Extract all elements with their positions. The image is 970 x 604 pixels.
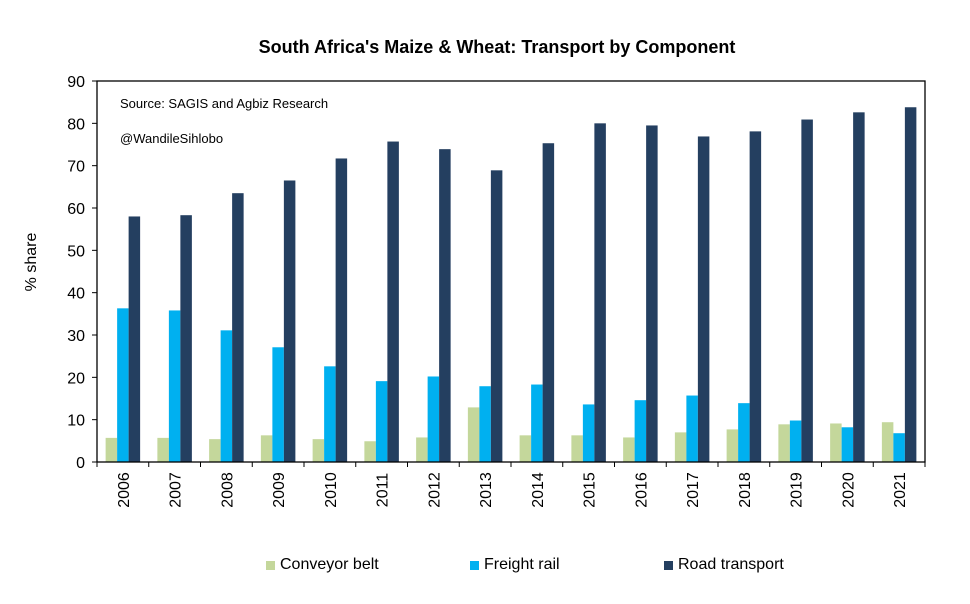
legend-label: Conveyor belt: [280, 556, 379, 573]
bar-road-transport-2013: [490, 170, 503, 462]
author-annotation: @WandileSihlobo: [120, 131, 223, 146]
bar-road-transport-2007: [180, 215, 192, 462]
bar-road-transport-2006: [128, 216, 141, 462]
bar-road-transport-2014: [542, 143, 555, 463]
y-tick-label: 70: [67, 159, 85, 176]
x-tick-label: 2014: [530, 472, 547, 508]
legend-swatch: [470, 560, 479, 570]
bar-conveyor-belt-2007: [157, 437, 169, 462]
legend-label: Freight rail: [484, 556, 560, 573]
legend-label: Road transport: [678, 556, 784, 573]
legend-item-conveyor-belt: Conveyor belt: [266, 556, 379, 574]
bar-road-transport-2021: [904, 107, 917, 462]
y-tick-label: 10: [67, 413, 85, 430]
bar-conveyor-belt-2010: [312, 439, 325, 462]
bar-freight-rail-2006: [117, 308, 129, 462]
bar-conveyor-belt-2013: [467, 407, 480, 462]
x-tick-label: 2019: [789, 472, 806, 508]
bar-road-transport-2017: [697, 136, 710, 462]
y-axis-label: % share: [23, 233, 40, 292]
bar-freight-rail-2012: [427, 376, 440, 462]
bar-road-transport-2020: [853, 112, 865, 463]
bar-conveyor-belt-2006: [105, 437, 118, 462]
bar-freight-rail-2016: [634, 400, 647, 462]
x-tick-label: 2011: [375, 473, 392, 508]
x-tick-label: 2021: [892, 472, 909, 508]
y-tick-label: 0: [76, 455, 85, 472]
bar-road-transport-2011: [387, 141, 399, 462]
bar-road-transport-2016: [646, 125, 658, 462]
bar-conveyor-belt-2016: [623, 437, 635, 462]
bar-conveyor-belt-2017: [674, 432, 687, 462]
x-tick-label: 2007: [168, 472, 185, 508]
x-tick-label: 2009: [271, 472, 288, 508]
bar-conveyor-belt-2014: [519, 435, 532, 462]
bar-conveyor-belt-2011: [364, 441, 376, 462]
bar-conveyor-belt-2009: [260, 435, 273, 462]
bar-road-transport-2010: [335, 158, 348, 462]
bar-freight-rail-2008: [220, 330, 233, 462]
bar-conveyor-belt-2012: [416, 437, 428, 462]
x-tick-label: 2006: [116, 472, 133, 508]
x-tick-label: 2010: [323, 472, 340, 508]
bar-freight-rail-2009: [272, 347, 284, 462]
y-tick-label: 40: [67, 286, 85, 303]
legend-item-road-transport: Road transport: [664, 556, 784, 574]
bar-freight-rail-2015: [582, 404, 595, 462]
legend-swatch: [266, 560, 275, 570]
bar-road-transport-2009: [283, 180, 296, 462]
bar-freight-rail-2017: [686, 395, 698, 462]
bar-freight-rail-2007: [168, 310, 181, 462]
source-annotation: Source: SAGIS and Agbiz Research: [120, 96, 328, 111]
x-tick-label: 2017: [685, 472, 702, 508]
y-tick-label: 20: [67, 370, 85, 387]
chart-title: South Africa's Maize & Wheat: Transport …: [258, 37, 736, 57]
bar-freight-rail-2020: [841, 427, 854, 462]
bar-conveyor-belt-2008: [209, 439, 221, 462]
bar-conveyor-belt-2021: [881, 422, 894, 462]
bar-freight-rail-2013: [479, 386, 491, 462]
x-tick-label: 2015: [582, 472, 599, 508]
bar-freight-rail-2019: [789, 420, 802, 462]
x-tick-label: 2020: [840, 472, 857, 508]
y-tick-label: 60: [67, 201, 85, 218]
bar-freight-rail-2014: [531, 384, 543, 462]
bar-road-transport-2019: [801, 119, 813, 463]
bar-freight-rail-2010: [324, 366, 336, 462]
bar-freight-rail-2021: [893, 433, 905, 462]
y-tick-label: 90: [67, 74, 85, 91]
x-tick-label: 2016: [633, 472, 650, 508]
bar-conveyor-belt-2020: [830, 423, 842, 462]
y-tick-label: 50: [67, 243, 85, 260]
bar-road-transport-2015: [594, 123, 606, 462]
x-tick-label: 2018: [737, 472, 754, 508]
x-tick-label: 2008: [219, 472, 236, 508]
bar-freight-rail-2018: [738, 403, 750, 462]
bar-road-transport-2008: [232, 193, 244, 462]
y-tick-label: 80: [67, 116, 85, 133]
bar-conveyor-belt-2018: [726, 429, 739, 462]
y-tick-label: 30: [67, 328, 85, 345]
bar-conveyor-belt-2015: [571, 435, 583, 462]
legend-item-freight-rail: Freight rail: [470, 556, 560, 574]
bar-freight-rail-2011: [375, 381, 388, 462]
bar-road-transport-2018: [749, 131, 762, 463]
legend-swatch: [664, 560, 673, 570]
x-tick-label: 2012: [426, 472, 443, 508]
x-tick-label: 2013: [478, 472, 495, 508]
bar-road-transport-2012: [439, 149, 451, 462]
bar-conveyor-belt-2019: [778, 424, 790, 462]
